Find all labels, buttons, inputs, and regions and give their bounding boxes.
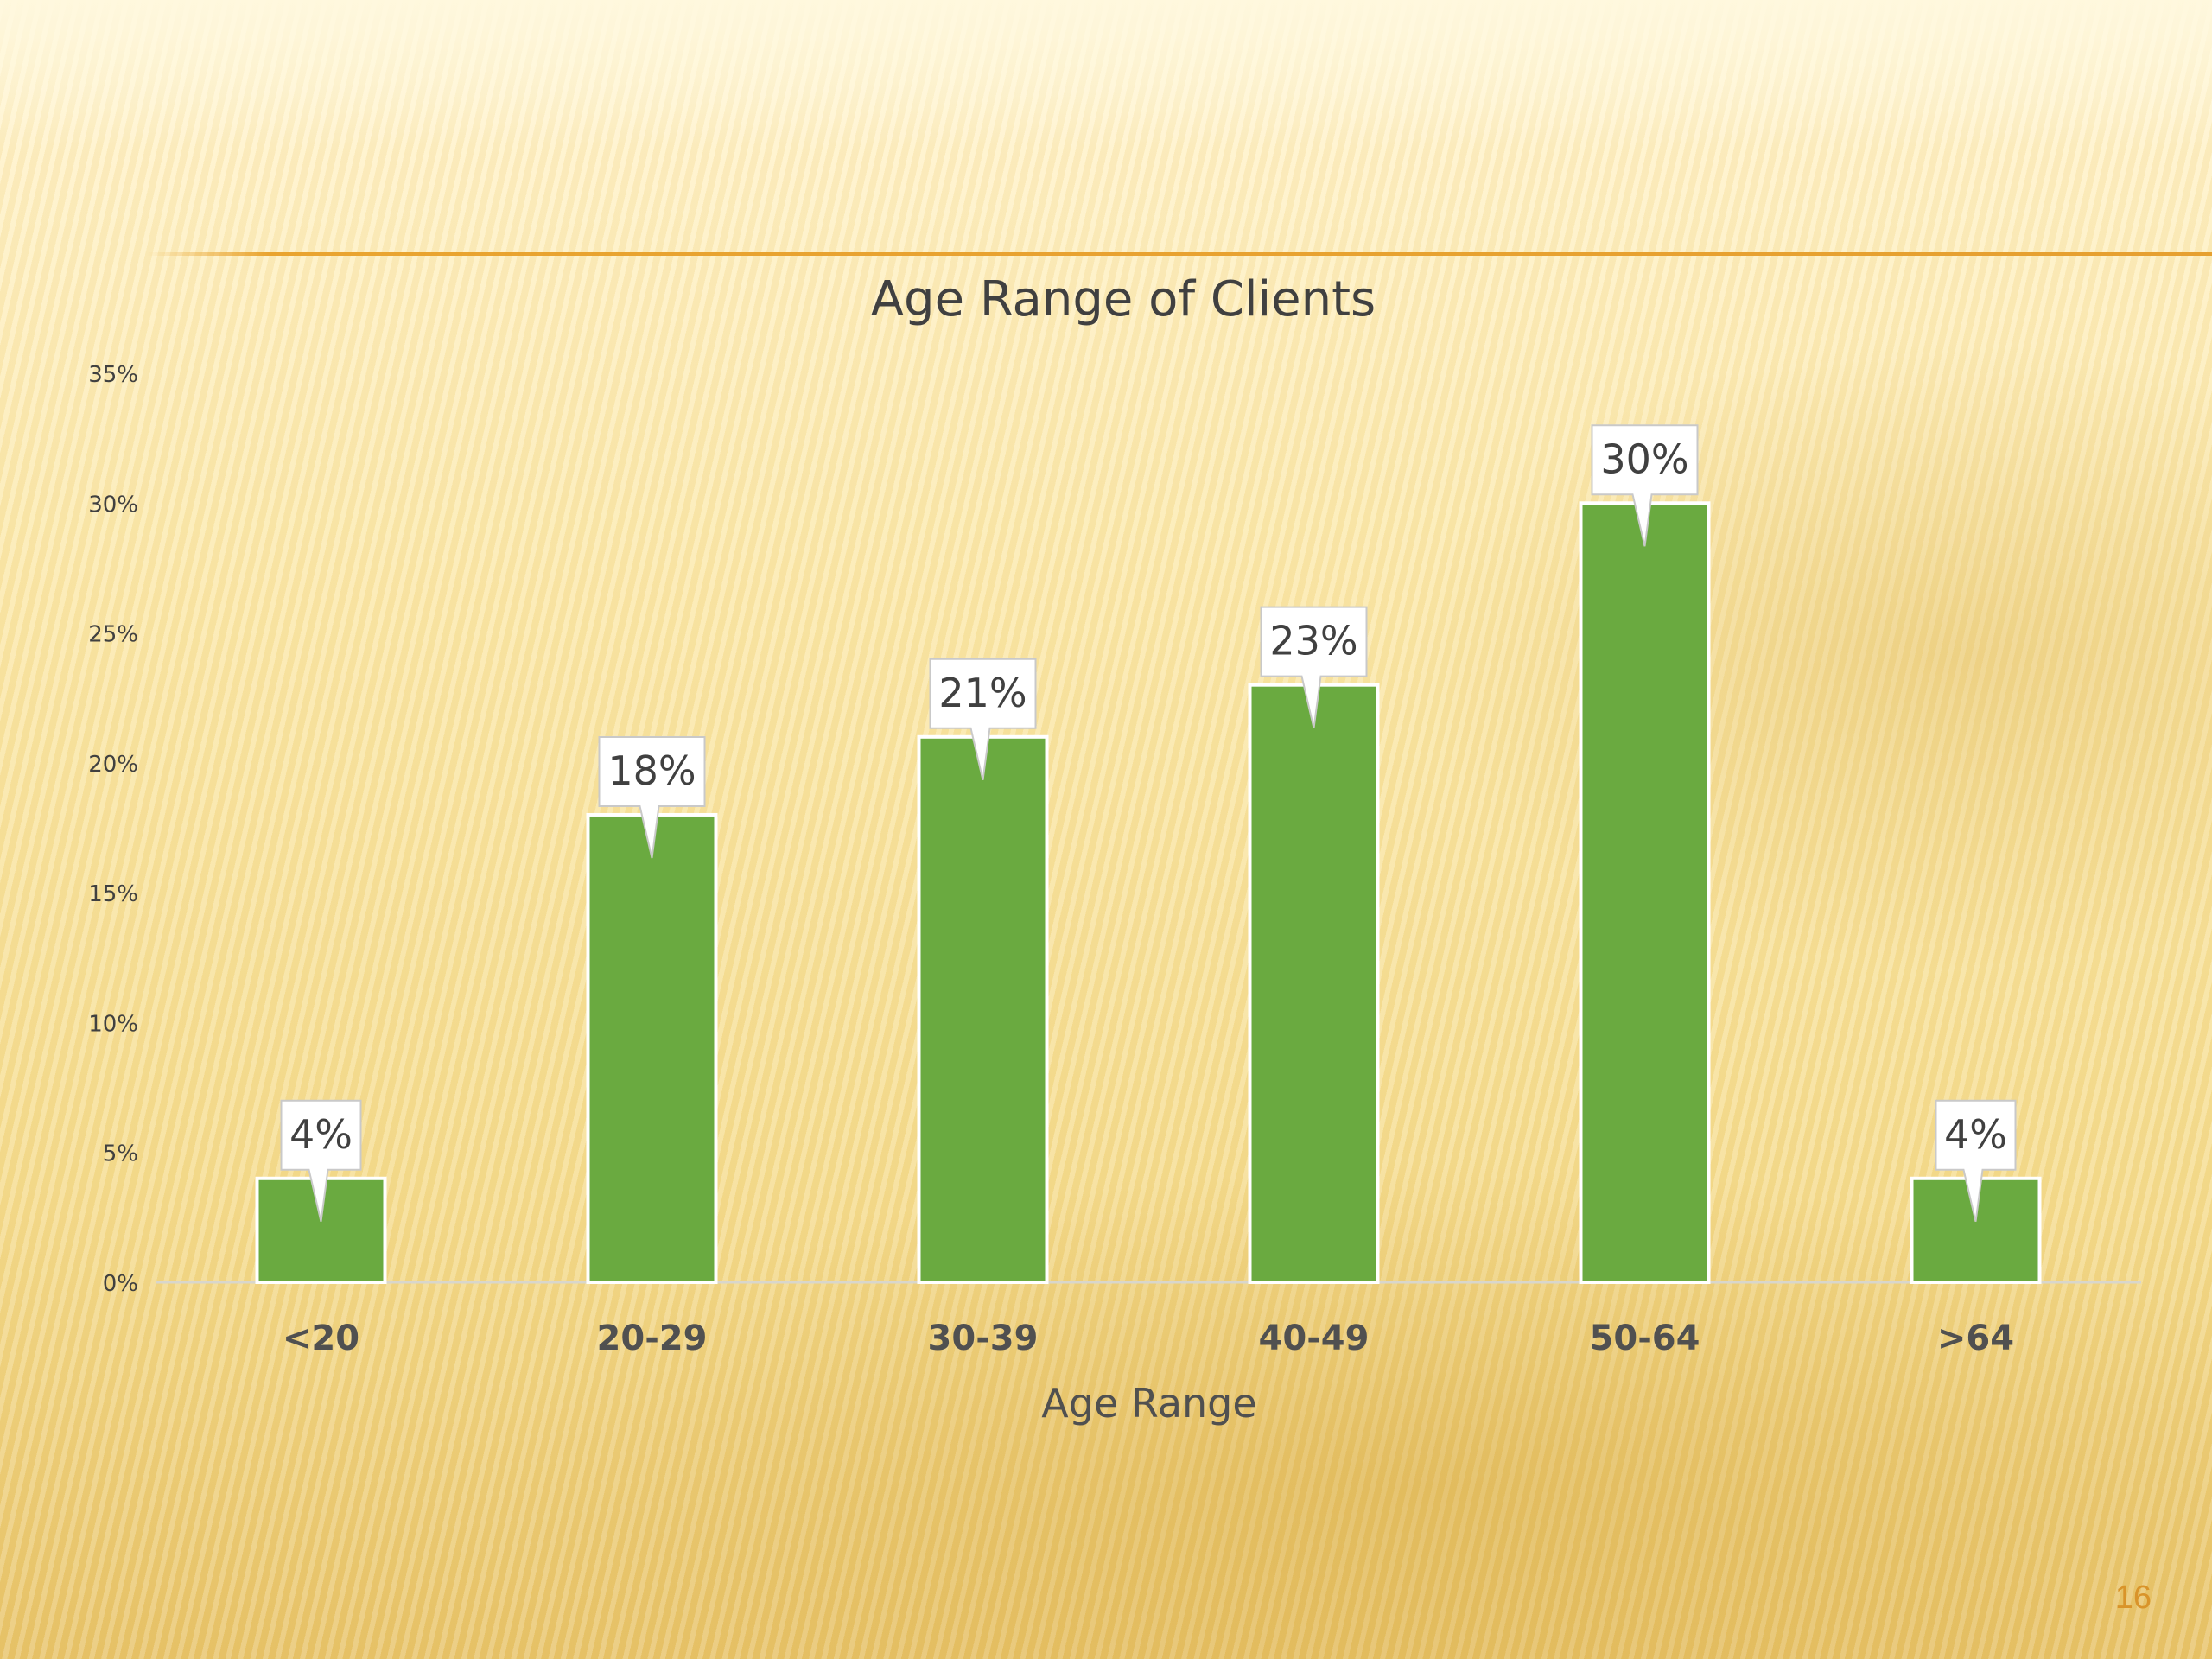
y-tick-label: 10% bbox=[88, 1011, 138, 1037]
bar bbox=[1248, 683, 1380, 1284]
data-label: 23% bbox=[1269, 618, 1357, 664]
data-label: 30% bbox=[1600, 435, 1688, 482]
x-tick-label: 20-29 bbox=[597, 1319, 708, 1358]
data-label-callout bbox=[1935, 1099, 2017, 1222]
x-tick-label: <20 bbox=[283, 1319, 359, 1358]
x-tick-label: >64 bbox=[1937, 1319, 2014, 1358]
page-number: 16 bbox=[2114, 1580, 2152, 1616]
bars-group bbox=[255, 501, 2042, 1285]
y-tick-label: 35% bbox=[88, 362, 138, 388]
data-label: 4% bbox=[1944, 1111, 2007, 1158]
y-tick-label: 5% bbox=[103, 1141, 138, 1167]
x-tick-label: 30-39 bbox=[928, 1319, 1039, 1358]
bar bbox=[586, 812, 718, 1284]
data-label: 4% bbox=[289, 1111, 353, 1158]
x-axis-title: Age Range bbox=[1041, 1380, 1256, 1427]
y-tick-label: 15% bbox=[88, 881, 138, 907]
data-label-callout bbox=[1260, 606, 1368, 728]
y-tick-label: 30% bbox=[88, 492, 138, 518]
bar bbox=[1579, 501, 1711, 1284]
x-tick-label: 40-49 bbox=[1259, 1319, 1370, 1358]
y-tick-label: 20% bbox=[88, 752, 138, 778]
bar bbox=[917, 734, 1049, 1284]
data-label-callout bbox=[1591, 424, 1699, 547]
data-label: 21% bbox=[938, 670, 1027, 716]
y-tick-label: 0% bbox=[103, 1271, 138, 1297]
data-label-callout bbox=[280, 1099, 362, 1222]
data-label: 18% bbox=[607, 747, 696, 794]
title-rule bbox=[147, 252, 2212, 256]
data-label-callout bbox=[929, 658, 1037, 781]
slide-top-fade bbox=[0, 0, 2212, 147]
x-tick-label: 50-64 bbox=[1590, 1319, 1700, 1358]
y-axis-ticks: 0% 5% 10% 15% 20% 25% 30% 35% bbox=[88, 362, 138, 1297]
y-tick-label: 25% bbox=[88, 622, 138, 648]
data-label-callout bbox=[598, 735, 706, 859]
chart-title: Age Range of Clients bbox=[871, 271, 1376, 327]
x-axis-ticks: <20 20-29 30-39 40-49 50-64 >64 bbox=[283, 1319, 2014, 1358]
data-labels-group: 4% 18% 21% 23% 30% 4% bbox=[280, 424, 2017, 1222]
